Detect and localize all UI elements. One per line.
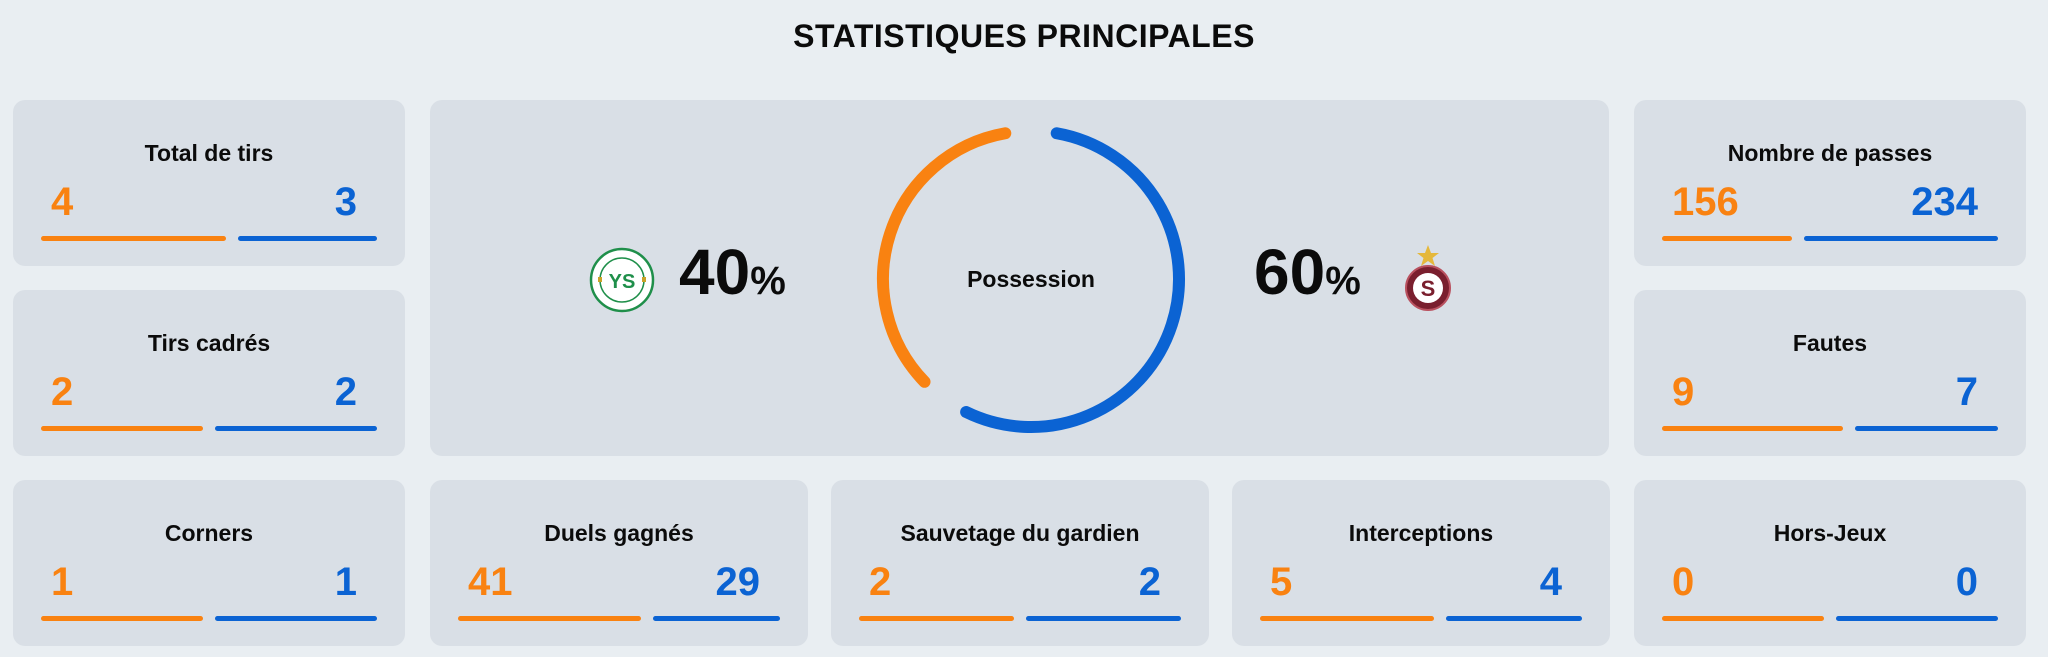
stat-title: Nombre de passes [1727, 140, 1933, 166]
away-value: 234 [1911, 180, 1978, 224]
page-title: STATISTIQUES PRINCIPALES [793, 18, 1255, 54]
stat-card-duels-won: Duels gagnés 41 29 [430, 480, 808, 646]
svg-text:S: S [1421, 276, 1436, 301]
svg-text:YS: YS [609, 271, 636, 293]
stat-card-corners: Corners 1 1 [13, 480, 405, 646]
stat-card-fouls: Fautes 9 7 [1634, 290, 2026, 456]
stat-title: Duels gagnés [544, 520, 694, 546]
home-value: 2 [869, 560, 892, 604]
possession-donut-chart [877, 127, 1185, 433]
away-bar [1855, 426, 1998, 431]
home-bar [859, 616, 1014, 621]
away-value: 29 [715, 560, 761, 604]
away-value: 0 [1955, 560, 1978, 604]
home-bar [1662, 236, 1792, 241]
away-bar [1026, 616, 1181, 621]
stat-card-interceptions: Interceptions 5 4 [1232, 480, 1610, 646]
home-bar [41, 616, 203, 621]
away-bar [653, 616, 780, 621]
away-value: 3 [334, 180, 357, 224]
stat-card-passes: Nombre de passes 156 234 [1634, 100, 2026, 266]
home-bar [1662, 426, 1843, 431]
away-bar [1836, 616, 1998, 621]
away-bar [215, 616, 377, 621]
stat-title: Interceptions [1348, 520, 1494, 546]
stat-title: Sauvetage du gardien [900, 520, 1140, 546]
home-value: 156 [1672, 180, 1739, 224]
away-value: 2 [1138, 560, 1161, 604]
possession-label: Possession [967, 266, 1095, 292]
stat-title: Tirs cadrés [147, 330, 271, 356]
home-bar [1260, 616, 1434, 621]
home-value: 0 [1672, 560, 1695, 604]
home-value: 5 [1270, 560, 1293, 604]
home-possession-value: 40% [679, 240, 786, 304]
home-value: 1 [51, 560, 74, 604]
away-value: 4 [1539, 560, 1562, 604]
away-bar [215, 426, 377, 431]
away-bar [1446, 616, 1582, 621]
away-bar [1804, 236, 1998, 241]
yverdon-sport-crest-icon: YS [589, 247, 655, 313]
home-bar [458, 616, 641, 621]
stat-card-shots-on-target: Tirs cadrés 2 2 [13, 290, 405, 456]
away-possession-number: 60 [1254, 236, 1326, 308]
home-possession-unit: % [750, 259, 786, 303]
stat-title: Fautes [1792, 330, 1868, 356]
away-value: 7 [1955, 370, 1978, 414]
home-possession-arc [877, 127, 1012, 388]
home-bar [1662, 616, 1824, 621]
home-value: 2 [51, 370, 74, 414]
stat-card-goalkeeper-saves: Sauvetage du gardien 2 2 [831, 480, 1209, 646]
away-value: 2 [334, 370, 357, 414]
home-bar [41, 236, 226, 241]
servette-fc-crest-icon: S [1405, 245, 1451, 311]
stat-title: Total de tirs [144, 140, 274, 166]
home-bar [41, 426, 203, 431]
away-possession-value: 60% [1254, 240, 1361, 304]
stat-card-total-shots: Total de tirs 4 3 [13, 100, 405, 266]
stat-title: Hors-Jeux [1773, 520, 1887, 546]
away-possession-arc [960, 127, 1185, 433]
stat-title: Corners [164, 520, 254, 546]
away-possession-unit: % [1325, 259, 1361, 303]
away-bar [238, 236, 377, 241]
home-value: 41 [468, 560, 513, 604]
home-possession-number: 40 [679, 236, 751, 308]
away-value: 1 [334, 560, 357, 604]
stat-card-offsides: Hors-Jeux 0 0 [1634, 480, 2026, 646]
home-value: 4 [51, 180, 74, 224]
home-value: 9 [1672, 370, 1695, 414]
